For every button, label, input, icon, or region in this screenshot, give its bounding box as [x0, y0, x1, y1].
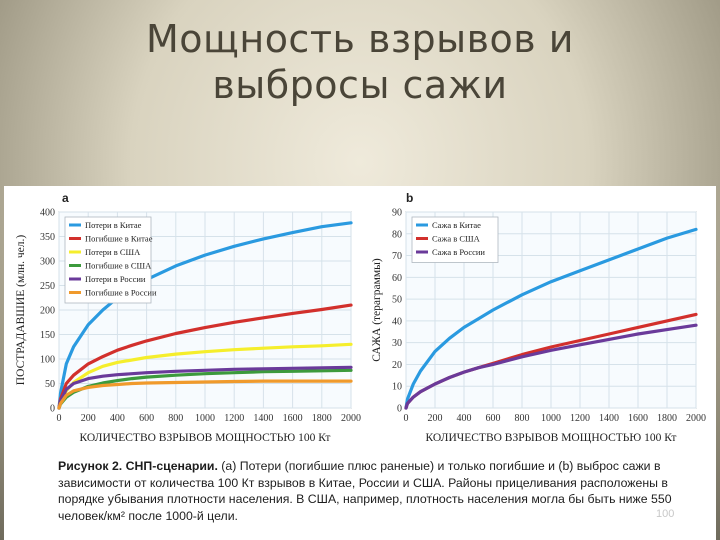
x-tick-label: 400	[110, 413, 125, 424]
y-tick-label: 200	[40, 306, 55, 317]
x-tick-label: 600	[139, 413, 154, 424]
y-tick-label: 250	[40, 281, 55, 292]
y-tick-label: 400	[40, 208, 55, 219]
y-tick-label: 300	[40, 257, 55, 268]
y-tick-label: 30	[392, 338, 402, 349]
page-number: 100	[656, 508, 675, 520]
figure-panel: 0 50 100 150 200 250 300 350 400 0 200 400 600 800 100…	[4, 186, 716, 540]
x-tick-label: 1400	[599, 413, 619, 424]
y-tick-label: 150	[40, 330, 55, 341]
chart-panel-a: 0 50 100 150 200 250 300 350 400 0 200 400 600 800 100…	[15, 191, 361, 444]
legend-label: Сажа в России	[432, 247, 485, 257]
x-tick-label: 1000	[195, 413, 215, 424]
y-tick-label: 80	[392, 229, 402, 240]
caption-label: Рисунок 2. СНП-сценарии.	[58, 459, 218, 473]
y-tick-label: 100	[40, 355, 55, 366]
y-tick-label: 0	[397, 404, 402, 415]
y-tick-label: 90	[392, 208, 402, 219]
y-tick-label: 20	[392, 360, 402, 371]
figure-caption: Рисунок 2. СНП-сценарии. (а) Потери (пог…	[58, 458, 708, 524]
legend-box	[64, 216, 152, 304]
x-tick-label: 600	[486, 413, 501, 424]
x-tick-label: 2000	[686, 413, 706, 424]
y-tick-label: 350	[40, 232, 55, 243]
caption-text: (а) Потери (погибшие плюс раненые) и тол…	[58, 459, 672, 523]
x-tick-label: 0	[57, 413, 62, 424]
chart-panel-b: 0 10 20 30 40 50 60 70 80 90 0 200 400 600 800 1000 1200…	[371, 191, 706, 444]
legend-label: Потери в Китае	[85, 220, 142, 230]
series-line	[57, 303, 353, 410]
y-axis-label: ПОСТРАДАВШИЕ (млн. чел.)	[15, 235, 27, 386]
x-tick-label: 2000	[341, 413, 361, 424]
x-tick-label: 400	[457, 413, 472, 424]
legend-label: Погибшие в Китае	[85, 234, 153, 244]
legend-label: Погибшие в США	[85, 261, 152, 271]
x-axis-label: КОЛИЧЕСТВО ВЗРЫВОВ МОЩНОСТЬЮ 100 Кт	[426, 432, 677, 444]
y-tick-label: 50	[45, 379, 55, 390]
y-tick-label: 0	[50, 404, 55, 415]
legend-label: Погибшие в России	[85, 288, 157, 298]
x-tick-label: 200	[81, 413, 96, 424]
x-tick-label: 1400	[253, 413, 273, 424]
legend-label: Потери в США	[85, 247, 141, 257]
x-tick-label: 1800	[657, 413, 677, 424]
x-tick-label: 0	[404, 413, 409, 424]
y-tick-label: 40	[392, 316, 402, 327]
legend-label: Сажа в США	[432, 234, 481, 244]
y-tick-label: 50	[392, 295, 402, 306]
x-tick-label: 200	[428, 413, 443, 424]
slide-title-line-1: Мощность взрывов и	[146, 17, 574, 61]
panel-label: b	[406, 191, 413, 205]
y-axis-label: САЖА (терaграммы)	[371, 258, 383, 362]
x-axis-label: КОЛИЧЕСТВО ВЗРЫВОВ МОЩНОСТЬЮ 100 Кт	[80, 432, 331, 444]
panel-label: a	[62, 191, 69, 205]
slide-title: Мощность взрывов и выбросы сажи	[60, 16, 660, 108]
series-line	[404, 227, 698, 410]
legend-label: Потери в России	[85, 274, 146, 284]
x-tick-label: 1600	[628, 413, 648, 424]
x-tick-label: 1200	[224, 413, 244, 424]
y-tick-label: 70	[392, 251, 402, 262]
series-line	[57, 365, 353, 410]
x-tick-label: 800	[168, 413, 183, 424]
slide-title-line-2: выбросы сажи	[212, 63, 508, 107]
y-tick-label: 60	[392, 273, 402, 284]
x-tick-label: 1000	[541, 413, 561, 424]
series-line	[57, 379, 353, 410]
series-line	[404, 323, 698, 410]
x-tick-label: 800	[515, 413, 530, 424]
x-tick-label: 1600	[283, 413, 303, 424]
x-tick-label: 1800	[312, 413, 332, 424]
y-tick-label: 10	[392, 382, 402, 393]
x-tick-label: 1200	[570, 413, 590, 424]
legend-label: Сажа в Китае	[432, 220, 481, 230]
